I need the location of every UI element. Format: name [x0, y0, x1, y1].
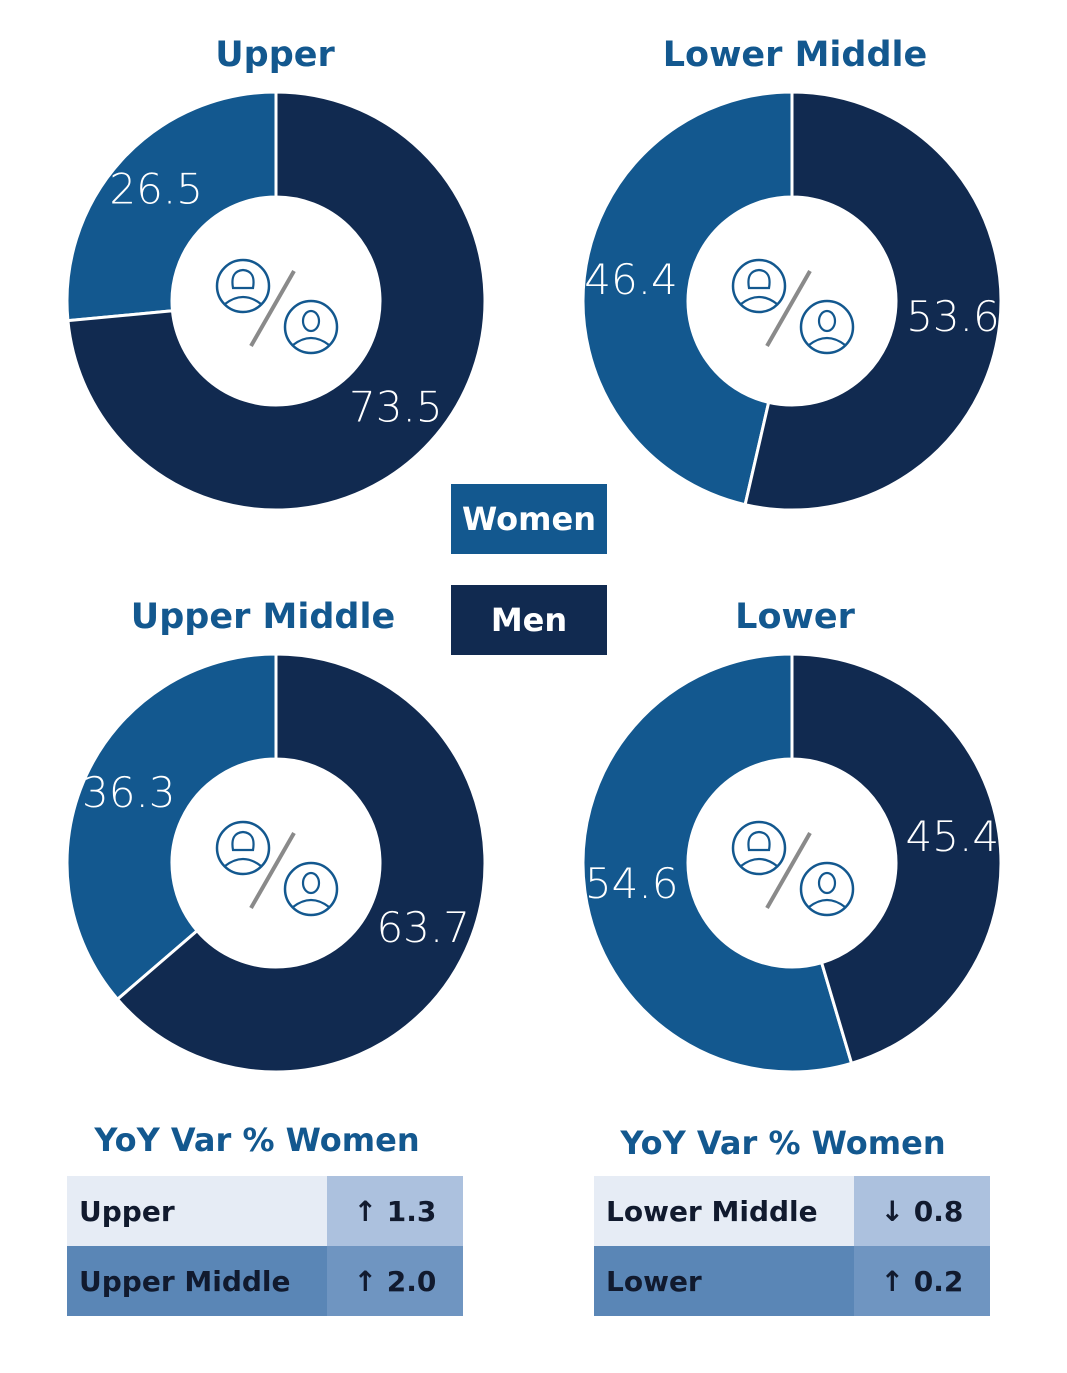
slice-women-upper-middle: [65, 652, 278, 1002]
yoy-value-upper-middle: ↑ 2.0: [327, 1246, 463, 1316]
table-row: Lower Middle ↓ 0.8: [594, 1176, 990, 1246]
yoy-title-left: YoY Var % Women: [94, 1121, 420, 1159]
slice-women-upper: [65, 90, 278, 323]
donut-chart-upper-middle: 36.3 63.7: [65, 652, 487, 1074]
value-label-women-lower: 54.6: [585, 859, 679, 908]
chart-title-upper-middle: Upper Middle: [130, 597, 396, 637]
donut-chart-upper: 26.5 73.5: [65, 90, 487, 512]
value-label-men-upper-middle: 63.7: [376, 903, 470, 952]
yoy-category-upper-middle: Upper Middle: [67, 1246, 327, 1316]
woman-man-icon: [731, 258, 855, 355]
woman-man-icon: [731, 820, 855, 917]
value-label-men-lower: 45.4: [906, 812, 1000, 861]
value-label-women-upper: 26.5: [109, 164, 203, 213]
yoy-table-left: Upper ↑ 1.3 Upper Middle ↑ 2.0: [67, 1176, 463, 1316]
value-label-men-lower-middle: 53.6: [906, 292, 1000, 341]
yoy-category-upper: Upper: [67, 1176, 327, 1246]
value-label-men-upper: 73.5: [349, 383, 443, 432]
table-row: Upper Middle ↑ 2.0: [67, 1246, 463, 1316]
donut-chart-lower: 54.6 45.4: [581, 652, 1003, 1074]
slice-women-lower: [581, 652, 854, 1074]
chart-title-lower-middle: Lower Middle: [662, 35, 928, 75]
yoy-value-upper: ↑ 1.3: [327, 1176, 463, 1246]
donut-chart-lower-middle: 46.4 53.6: [581, 90, 1003, 512]
slice-women-lower-middle: [581, 90, 794, 507]
chart-title-lower: Lower: [735, 597, 855, 637]
slice-men-lower-middle: [743, 90, 1003, 512]
slice-men-upper: [66, 90, 487, 512]
yoy-category-lower-middle: Lower Middle: [594, 1176, 854, 1246]
legend-men: Men: [451, 585, 607, 655]
yoy-value-lower-middle: ↓ 0.8: [854, 1176, 990, 1246]
slice-men-lower: [790, 652, 1003, 1066]
yoy-category-lower: Lower: [594, 1246, 854, 1316]
yoy-value-lower: ↑ 0.2: [854, 1246, 990, 1316]
legend-women: Women: [451, 484, 607, 554]
yoy-title-right: YoY Var % Women: [620, 1124, 946, 1162]
value-label-women-lower-middle: 46.4: [584, 255, 678, 304]
chart-title-upper: Upper: [215, 35, 335, 75]
woman-man-icon: [215, 820, 339, 917]
table-row: Upper ↑ 1.3: [67, 1176, 463, 1246]
yoy-table-right: Lower Middle ↓ 0.8 Lower ↑ 0.2: [594, 1176, 990, 1316]
slice-men-upper-middle: [115, 652, 487, 1074]
value-label-women-upper-middle: 36.3: [82, 768, 176, 817]
woman-man-icon: [215, 258, 339, 355]
table-row: Lower ↑ 0.2: [594, 1246, 990, 1316]
